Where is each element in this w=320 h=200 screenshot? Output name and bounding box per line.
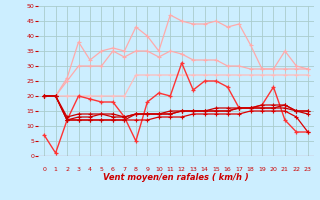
X-axis label: Vent moyen/en rafales ( km/h ): Vent moyen/en rafales ( km/h ) <box>103 174 249 182</box>
